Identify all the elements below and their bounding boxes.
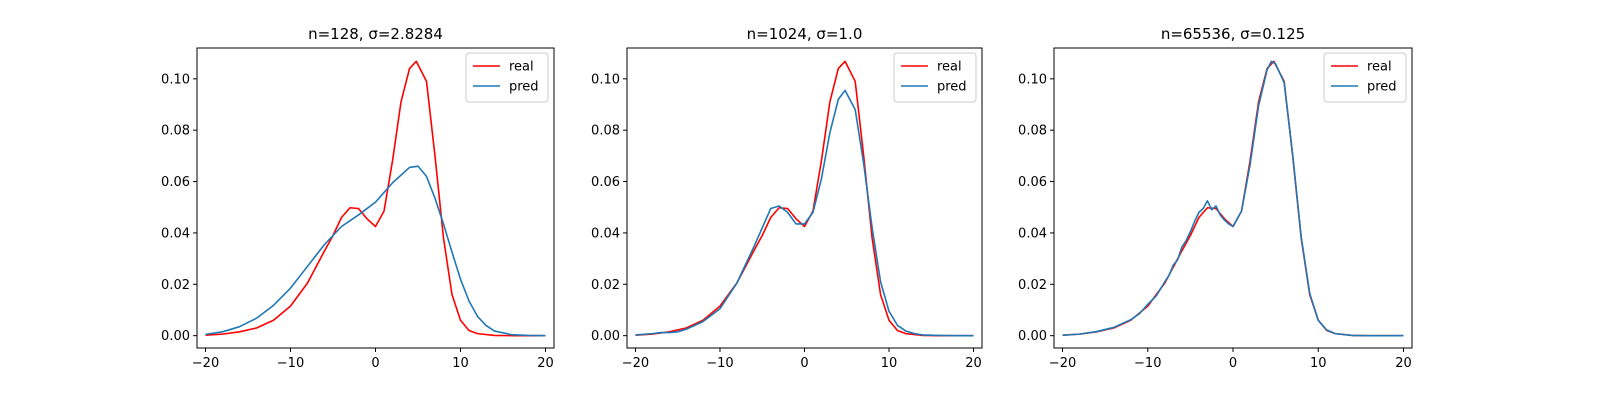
legend-label-pred: pred — [509, 80, 539, 95]
plot-title: n=65536, σ=0.125 — [1161, 25, 1305, 43]
series-line-pred — [635, 89, 974, 337]
y-tick-label: 0.04 — [161, 226, 190, 241]
legend: real pred — [1323, 52, 1407, 103]
y-tick-label: 0.00 — [1018, 329, 1047, 344]
y-tick-label: 0.06 — [161, 175, 190, 190]
y-tick-label: 0.02 — [161, 278, 190, 293]
y-tick-label: 0.10 — [1018, 72, 1047, 87]
series-lines — [635, 60, 974, 337]
series-line-pred — [1062, 60, 1404, 337]
y-tick-label: 0.02 — [1018, 278, 1047, 293]
y-tick-label: 0.00 — [591, 329, 620, 344]
legend-box — [465, 52, 549, 103]
y-tick-label: 0.10 — [161, 72, 190, 87]
x-tick-label: −10 — [1134, 356, 1161, 371]
x-tick-label: 20 — [537, 356, 554, 371]
x-tick-label: −10 — [277, 356, 304, 371]
y-tick-label: 0.04 — [1018, 226, 1047, 241]
subplot-3: n=65536, σ=0.125 −20 −10 0 10 20 0.00 0.02 0.04 0… — [1018, 25, 1413, 371]
series-lines — [1062, 60, 1404, 337]
x-tick-label: −20 — [192, 356, 219, 371]
subplot-1: n=128, σ=2.8284 −20 −10 0 10 20 0.00 0.02 0.04 0.… — [161, 25, 555, 371]
y-tick-label: 0.00 — [161, 329, 190, 344]
legend-label-pred: pred — [1367, 80, 1397, 95]
y-tick-label: 0.08 — [1018, 124, 1047, 139]
x-tick-label: 10 — [1310, 356, 1327, 371]
subplot-2: n=1024, σ=1.0 −20 −10 0 10 20 0.00 0.02 0.04 0.06… — [591, 25, 983, 371]
x-tick-label: 0 — [1229, 356, 1237, 371]
x-tick-label: 20 — [1395, 356, 1412, 371]
series-line-pred — [205, 165, 546, 337]
legend: real pred — [893, 52, 977, 103]
series-line-real — [205, 60, 546, 337]
y-tick-label: 0.02 — [591, 278, 620, 293]
plot-title: n=1024, σ=1.0 — [747, 25, 863, 43]
subplots: n=128, σ=2.8284 −20 −10 0 10 20 0.00 0.02 0.04 0.… — [161, 25, 1413, 371]
legend-label-real: real — [509, 60, 534, 75]
legend-label-real: real — [1367, 60, 1392, 75]
series-line-real — [635, 60, 974, 337]
x-tick-label: 10 — [452, 356, 469, 371]
y-tick-label: 0.06 — [1018, 175, 1047, 190]
legend-label-pred: pred — [937, 80, 967, 95]
x-tick-label: 20 — [965, 356, 982, 371]
y-tick-label: 0.04 — [591, 226, 620, 241]
plot-title: n=128, σ=2.8284 — [308, 25, 443, 43]
x-tick-label: −10 — [706, 356, 733, 371]
legend-box — [1323, 52, 1407, 103]
x-tick-label: 0 — [371, 356, 379, 371]
x-tick-label: 0 — [800, 356, 808, 371]
y-tick-label: 0.08 — [161, 124, 190, 139]
y-tick-label: 0.06 — [591, 175, 620, 190]
y-tick-label: 0.10 — [591, 72, 620, 87]
x-tick-label: −20 — [1049, 356, 1076, 371]
legend-label-real: real — [937, 60, 962, 75]
legend-box — [893, 52, 977, 103]
series-lines — [205, 60, 546, 337]
legend: real pred — [465, 52, 549, 103]
x-tick-label: 10 — [881, 356, 898, 371]
y-tick-label: 0.08 — [591, 124, 620, 139]
x-tick-label: −20 — [622, 356, 649, 371]
